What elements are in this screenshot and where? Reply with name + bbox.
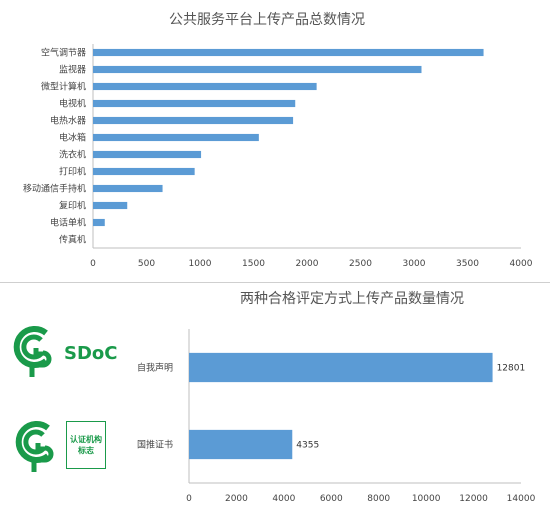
x-tick-label-7: 3500 (456, 259, 479, 269)
data-label-1: 4355 (296, 441, 319, 451)
category-label-3: 电视机 (59, 98, 86, 110)
certification-body-box: 认证机构 标志 (66, 421, 106, 469)
bar-0 (189, 352, 493, 383)
x-tick-label-4: 8000 (367, 494, 390, 504)
x-tick-label-6: 12000 (459, 494, 488, 504)
bar-10 (93, 218, 105, 227)
cgp-certification-logo-icon (15, 421, 54, 472)
category-label-8: 移动通信手持机 (23, 183, 86, 195)
category-label-1: 国推证书 (137, 439, 173, 451)
chart-title: 公共服务平台上传产品总数情况 (169, 12, 365, 28)
x-tick-label-3: 6000 (320, 494, 343, 504)
bar-6 (93, 150, 202, 159)
bar-9 (93, 201, 128, 210)
chart-title: 两种合格评定方式上传产品数量情况 (240, 291, 464, 307)
category-label-9: 复印机 (59, 200, 86, 212)
x-tick-label-8: 4000 (510, 259, 533, 269)
bar-1 (93, 65, 422, 74)
bottom-chart-panel: 两种合格评定方式上传产品数量情况自我声明 12801 国推证书 4355 0 2000 40… (0, 283, 550, 514)
upload-total-bar-chart: 公共服务平台上传产品总数情况空气调节器监视器微型计算机电视机电热水器电冰箱洗衣机… (23, 12, 533, 269)
data-label-0: 12801 (497, 364, 526, 374)
bar-7 (93, 167, 195, 176)
category-label-7: 打印机 (59, 166, 86, 178)
category-label-0: 自我声明 (137, 362, 173, 374)
x-tick-label-7: 14000 (507, 494, 536, 504)
x-tick-label-5: 2500 (349, 259, 372, 269)
cgp-logo-icon (13, 326, 52, 377)
x-tick-label-5: 10000 (412, 494, 441, 504)
x-tick-label-0: 0 (186, 494, 192, 504)
x-tick-label-0: 0 (90, 259, 96, 269)
x-tick-label-3: 1500 (242, 259, 265, 269)
x-tick-label-1: 2000 (225, 494, 248, 504)
category-label-2: 微型计算机 (41, 81, 86, 93)
category-label-4: 电热水器 (50, 115, 86, 127)
bar-3 (93, 99, 296, 108)
bar-1 (189, 429, 293, 460)
category-label-0: 空气调节器 (41, 47, 86, 59)
bar-0 (93, 48, 484, 57)
top-chart-panel: 公共服务平台上传产品总数情况空气调节器监视器微型计算机电视机电热水器电冰箱洗衣机… (0, 12, 550, 283)
bar-2 (93, 82, 317, 91)
certification-body-label-line2: 标志 (78, 446, 94, 455)
certification-body-label-line1: 认证机构 (70, 435, 102, 444)
x-tick-label-2: 1000 (189, 259, 212, 269)
bar-8 (93, 184, 163, 193)
sdoc-label: SDoC (64, 343, 118, 364)
x-tick-label-2: 4000 (272, 494, 295, 504)
category-label-6: 洗衣机 (59, 149, 86, 161)
category-label-5: 电冰箱 (59, 132, 86, 144)
bar-5 (93, 133, 259, 142)
x-tick-label-4: 2000 (296, 259, 319, 269)
x-tick-label-6: 3000 (403, 259, 426, 269)
x-tick-label-1: 500 (138, 259, 155, 269)
category-label-1: 监视器 (59, 64, 86, 76)
category-label-10: 电话单机 (50, 217, 86, 229)
bar-4 (93, 116, 294, 125)
category-label-11: 传真机 (59, 234, 86, 246)
